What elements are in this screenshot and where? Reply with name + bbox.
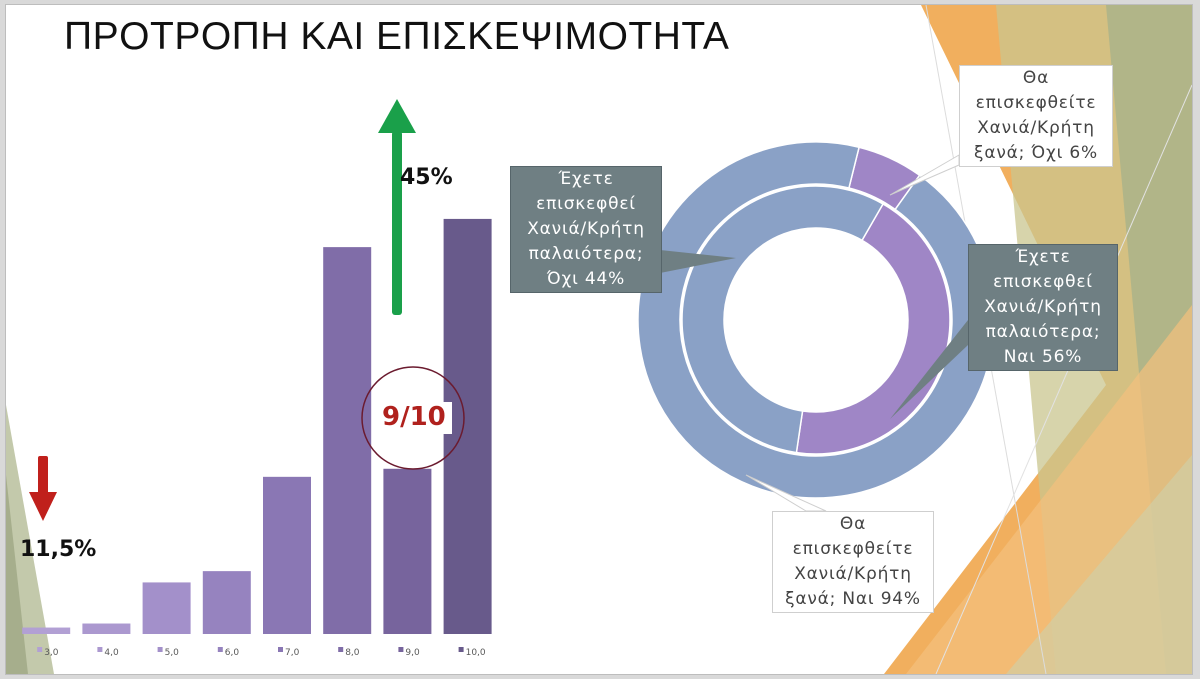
tick-marker	[97, 647, 103, 652]
callout-line: ξανά; Ναι 94%	[785, 589, 921, 609]
tick-label: 4,0	[104, 648, 119, 658]
bar	[263, 476, 311, 634]
up-arrow-head	[378, 99, 416, 133]
up-percentage-label: 45%	[400, 165, 453, 190]
up-arrow-shaft	[392, 131, 402, 315]
background-decoration	[6, 5, 1192, 674]
callout-line: Θα	[1022, 68, 1050, 88]
slide: ΠΡΟΤΡΟΠΗ ΚΑΙ ΕΠΙΣΚΕΨΙΜΟΤΗΤΑ 03,04,05,06,…	[5, 4, 1193, 675]
tick-marker	[278, 647, 283, 652]
callout-line: Έχετε	[1015, 247, 1071, 267]
tick-label: 6,0	[225, 648, 240, 658]
donut-slice	[681, 185, 885, 454]
callout-line: επισκεφθείτε	[975, 93, 1097, 113]
callout-line: παλαιότερα;	[985, 322, 1101, 342]
callout-line: Θα	[839, 514, 867, 534]
bar-chart: 03,04,05,06,07,08,09,010,0	[22, 99, 995, 658]
callout-line: Χανιά/Κρήτη	[977, 118, 1095, 138]
highlight-circle	[361, 366, 465, 470]
callout-line: επισκεφθείτε	[792, 539, 914, 559]
callout-pointer	[890, 320, 968, 419]
callout-pointer	[660, 250, 736, 273]
tick-label: 10,0	[466, 648, 486, 658]
tick-label: 3,0	[44, 648, 59, 658]
tick-marker	[338, 647, 344, 652]
tick-marker	[217, 647, 223, 652]
callout-line: Χανιά/Κρήτη	[984, 297, 1102, 317]
callout-line: ξανά; Όχι 6%	[974, 143, 1098, 163]
slide-title: ΠΡΟΤΡΟΠΗ ΚΑΙ ΕΠΙΣΚΕΨΙΜΟΤΗΤΑ	[64, 15, 730, 58]
tick-marker	[157, 647, 163, 652]
donut-slice	[795, 202, 951, 455]
tick-label: 9,0	[405, 648, 420, 658]
down-percentage-label: 11,5%	[20, 537, 97, 562]
callout-line: Όχι 44%	[546, 269, 626, 289]
callout-line: Ναι 56%	[1003, 347, 1083, 367]
callout-revisit-no: Θα επισκεφθείτε Χανιά/Κρήτη ξανά; Όχι 6%	[959, 65, 1113, 167]
down-arrow-shaft	[38, 456, 48, 496]
callout-revisit-yes: Θα επισκεφθείτε Χανιά/Κρήτη ξανά; Ναι 94…	[772, 511, 934, 613]
highlight-label: 9/10	[378, 402, 452, 434]
bar	[142, 582, 191, 634]
bar	[22, 627, 71, 634]
donut-slice	[637, 141, 995, 499]
tick-label: 5,0	[165, 648, 180, 658]
bar	[202, 571, 251, 634]
callout-line: παλαιότερα;	[528, 244, 644, 264]
callout-line: Χανιά/Κρήτη	[794, 564, 912, 584]
tick-marker	[458, 647, 464, 652]
tick-label: 7,0	[285, 648, 300, 658]
callout-line: Χανιά/Κρήτη	[527, 219, 645, 239]
bar	[82, 623, 131, 634]
callout-line: επισκεφθεί	[993, 272, 1093, 292]
bar	[383, 468, 432, 634]
tick-label: 8,0	[345, 648, 360, 658]
tick-marker	[398, 647, 404, 652]
callout-visited-yes: Έχετε επισκεφθεί Χανιά/Κρήτη παλαιότερα;…	[968, 244, 1118, 371]
callout-line: Έχετε	[558, 169, 614, 189]
bar	[323, 247, 372, 634]
tick-marker	[37, 647, 43, 652]
down-arrow-head	[29, 492, 57, 521]
callout-visited-no: Έχετε επισκεφθεί Χανιά/Κρήτη παλαιότερα;…	[510, 166, 662, 293]
callout-line: επισκεφθεί	[536, 194, 636, 214]
